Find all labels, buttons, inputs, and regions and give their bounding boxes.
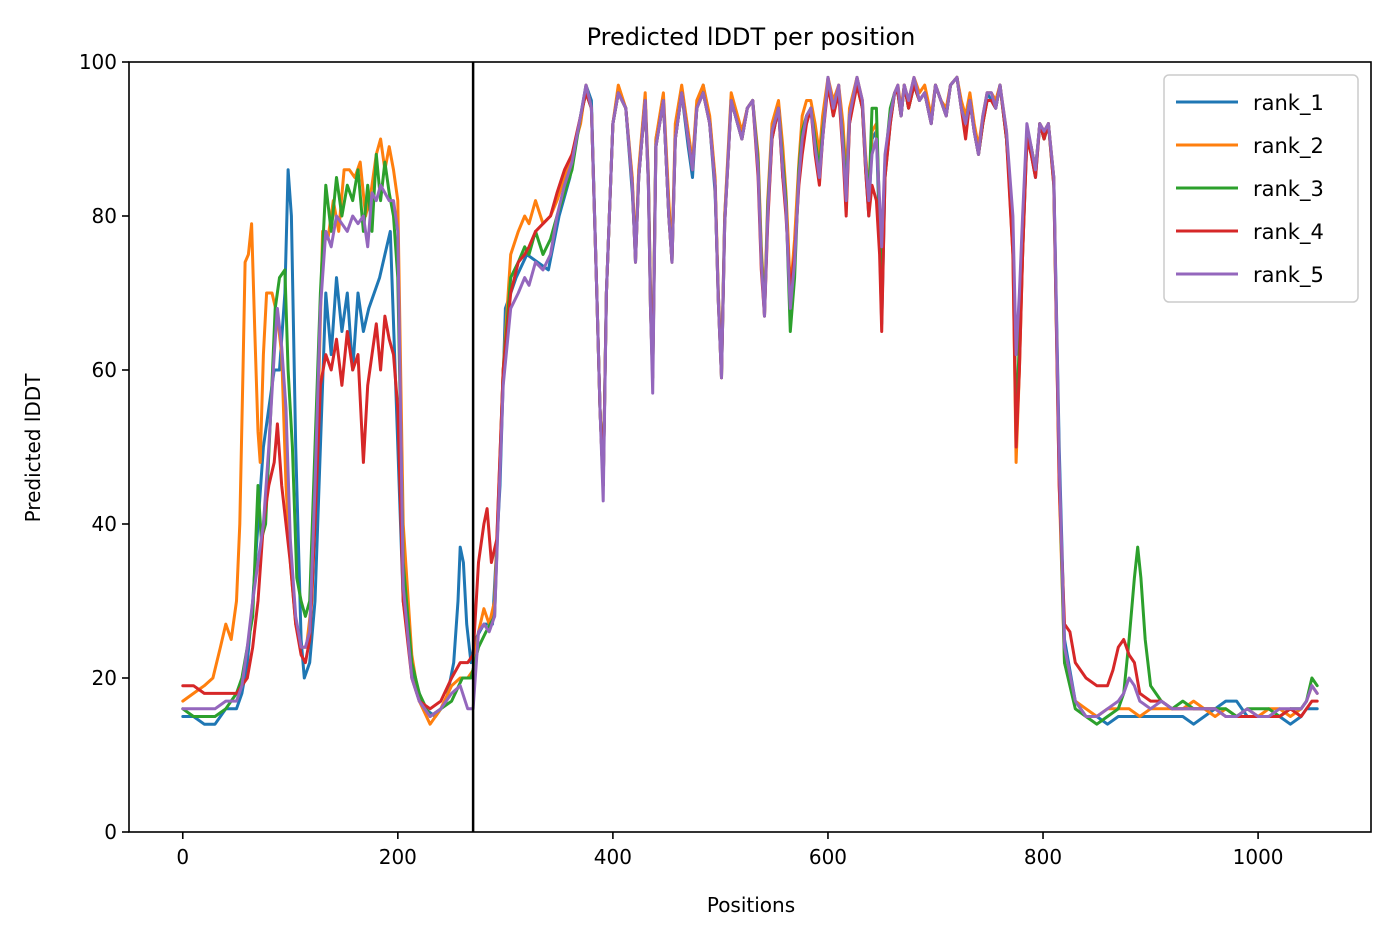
legend-label-rank_3: rank_3	[1253, 177, 1324, 202]
x-tick-label: 400	[594, 845, 632, 869]
y-tick-label: 40	[92, 512, 117, 536]
chart-title: Predicted lDDT per position	[587, 23, 916, 51]
plot-frame	[128, 61, 1372, 833]
x-tick-label: 800	[1024, 845, 1062, 869]
legend: rank_1 rank_2 rank_3 rank_4 rank_5	[1163, 74, 1359, 303]
series-line-rank_2	[181, 75, 1319, 726]
series-line-rank_5	[181, 75, 1319, 718]
legend-label-rank_2: rank_2	[1253, 134, 1324, 159]
y-tick-label: 100	[79, 50, 117, 74]
legend-label-rank_4: rank_4	[1253, 220, 1324, 245]
x-tick-label: 600	[809, 845, 847, 869]
x-axis-ticks: 0 200 400 600 800 1000	[176, 832, 1284, 869]
legend-label-rank_1: rank_1	[1253, 91, 1324, 116]
y-tick-label: 60	[92, 358, 117, 382]
legend-label-rank_5: rank_5	[1253, 263, 1324, 288]
x-tick-label: 0	[176, 845, 189, 869]
series-layer	[181, 75, 1319, 726]
y-tick-label: 0	[104, 820, 117, 844]
x-tick-label: 1000	[1233, 845, 1284, 869]
y-axis-label: Predicted lDDT	[21, 373, 45, 523]
y-axis-ticks: 0 20 40 60 80 100	[79, 50, 129, 844]
legend-box	[1163, 74, 1359, 303]
y-tick-label: 20	[92, 666, 117, 690]
x-tick-label: 200	[379, 845, 417, 869]
x-axis-label: Positions	[707, 893, 795, 917]
y-tick-label: 80	[92, 204, 117, 228]
